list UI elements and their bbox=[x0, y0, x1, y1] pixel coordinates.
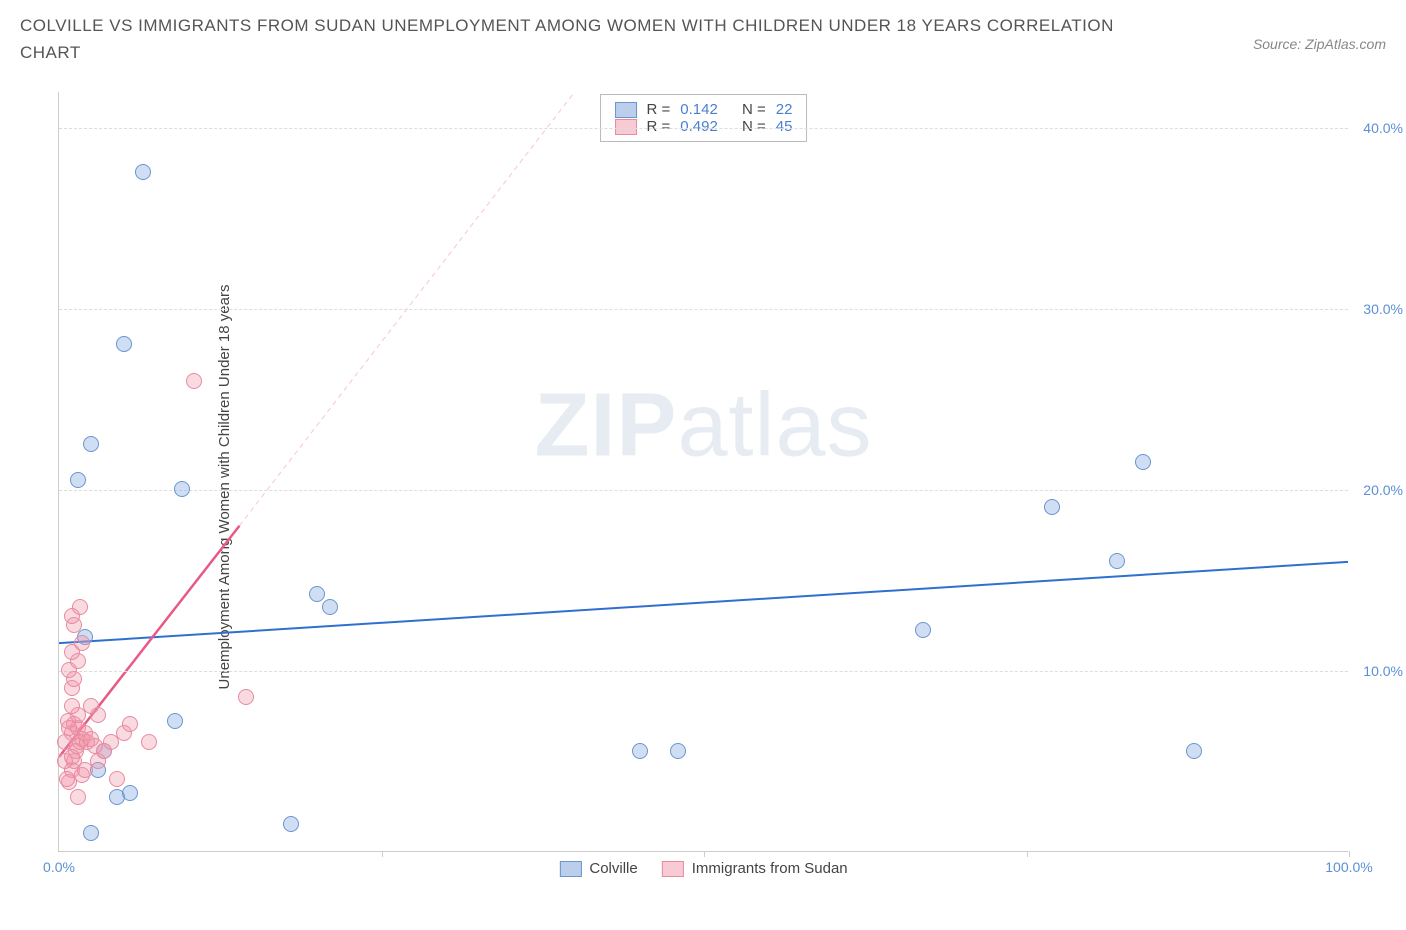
scatter-point bbox=[283, 816, 299, 832]
scatter-point bbox=[61, 720, 77, 736]
scatter-point bbox=[1186, 743, 1202, 759]
swatch-blue-icon bbox=[615, 102, 637, 118]
scatter-point bbox=[83, 698, 99, 714]
scatter-point bbox=[238, 689, 254, 705]
gridline bbox=[59, 128, 1348, 129]
n-value-sudan: 45 bbox=[776, 118, 793, 135]
scatter-point bbox=[83, 436, 99, 452]
scatter-point bbox=[64, 749, 80, 765]
gridline bbox=[59, 490, 1348, 491]
scatter-point bbox=[72, 599, 88, 615]
scatter-point bbox=[109, 771, 125, 787]
scatter-point bbox=[915, 622, 931, 638]
n-value-colville: 22 bbox=[776, 101, 793, 118]
scatter-point bbox=[1044, 499, 1060, 515]
swatch-pink-icon bbox=[662, 861, 684, 877]
scatter-point bbox=[70, 789, 86, 805]
watermark: ZIPatlas bbox=[534, 374, 872, 477]
scatter-point bbox=[74, 635, 90, 651]
gridline bbox=[59, 309, 1348, 310]
scatter-point bbox=[167, 713, 183, 729]
chart-area: Unemployment Among Women with Children U… bbox=[58, 92, 1388, 882]
scatter-point bbox=[83, 825, 99, 841]
trendlines-svg bbox=[59, 92, 1348, 851]
y-tick-label: 10.0% bbox=[1353, 663, 1403, 679]
x-tick bbox=[382, 851, 383, 857]
scatter-point bbox=[122, 716, 138, 732]
swatch-blue-icon bbox=[559, 861, 581, 877]
source-label: Source: ZipAtlas.com bbox=[1253, 12, 1386, 52]
x-tick-label: 0.0% bbox=[43, 859, 75, 875]
scatter-point bbox=[116, 336, 132, 352]
stats-row-sudan: R = 0.492 N = 45 bbox=[615, 118, 793, 135]
scatter-point bbox=[186, 373, 202, 389]
scatter-point bbox=[174, 481, 190, 497]
legend-item-sudan: Immigrants from Sudan bbox=[662, 860, 848, 877]
x-tick bbox=[704, 851, 705, 857]
x-tick bbox=[1349, 851, 1350, 857]
legend-item-colville: Colville bbox=[559, 860, 637, 877]
scatter-point bbox=[141, 734, 157, 750]
r-value-colville: 0.142 bbox=[680, 101, 718, 118]
scatter-point bbox=[670, 743, 686, 759]
y-tick-label: 40.0% bbox=[1353, 120, 1403, 136]
chart-header: COLVILLE VS IMMIGRANTS FROM SUDAN UNEMPL… bbox=[0, 0, 1406, 70]
r-value-sudan: 0.492 bbox=[680, 118, 718, 135]
scatter-point bbox=[59, 771, 75, 787]
chart-title: COLVILLE VS IMMIGRANTS FROM SUDAN UNEMPL… bbox=[20, 12, 1120, 66]
x-tick bbox=[1027, 851, 1028, 857]
scatter-point bbox=[322, 599, 338, 615]
scatter-point bbox=[77, 762, 93, 778]
correlation-stats-box: R = 0.142 N = 22 R = 0.492 N = 45 bbox=[600, 94, 808, 142]
stats-row-colville: R = 0.142 N = 22 bbox=[615, 101, 793, 118]
scatter-plot: ZIPatlas R = 0.142 N = 22 R = 0.492 N = … bbox=[58, 92, 1348, 852]
scatter-point bbox=[632, 743, 648, 759]
series-legend: Colville Immigrants from Sudan bbox=[559, 860, 847, 877]
y-tick-label: 20.0% bbox=[1353, 482, 1403, 498]
y-tick-label: 30.0% bbox=[1353, 301, 1403, 317]
scatter-point bbox=[70, 472, 86, 488]
scatter-point bbox=[135, 164, 151, 180]
x-tick-label: 100.0% bbox=[1325, 859, 1372, 875]
scatter-point bbox=[1135, 454, 1151, 470]
swatch-pink-icon bbox=[615, 119, 637, 135]
scatter-point bbox=[122, 785, 138, 801]
scatter-point bbox=[1109, 553, 1125, 569]
gridline bbox=[59, 671, 1348, 672]
scatter-point bbox=[309, 586, 325, 602]
